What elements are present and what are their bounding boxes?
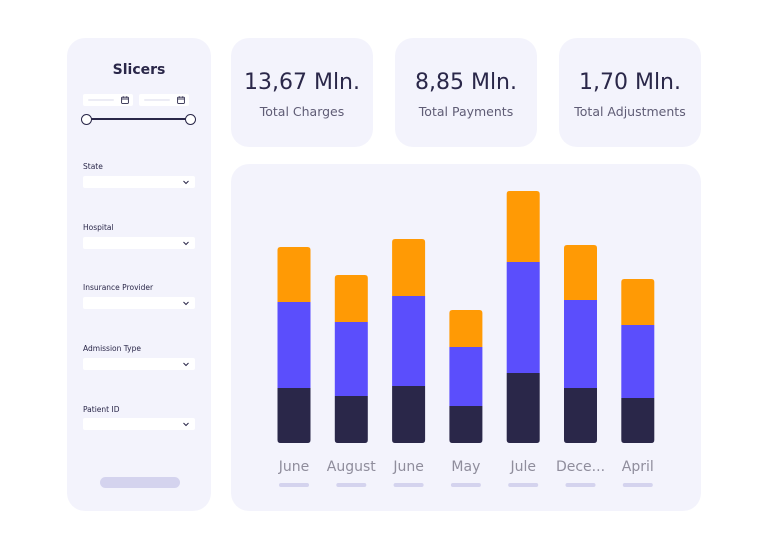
end-date-field[interactable] [139, 94, 189, 106]
bar-segment [506, 373, 540, 443]
state-dropdown[interactable] [83, 176, 195, 188]
date-range-slider-track[interactable] [87, 118, 191, 120]
patient-id-label: Patient ID [83, 405, 120, 414]
bar-segment [621, 398, 655, 443]
bar-segment [506, 191, 540, 262]
bar-segment [277, 388, 311, 443]
date-range-end-handle[interactable] [185, 114, 196, 125]
x-tick-label: Jule [509, 459, 536, 475]
bar-segment [564, 388, 597, 443]
x-sublabel-placeholder [622, 483, 653, 487]
x-sublabel-placeholder [336, 483, 367, 487]
kpi-label: Total Payments [418, 104, 514, 119]
x-tick-label: May [451, 459, 480, 475]
x-tick-label: August [327, 459, 377, 475]
start-date-field[interactable] [83, 94, 133, 106]
kpi-label: Total Adjustments [574, 104, 686, 119]
bar-segment [449, 347, 483, 406]
bar-segment [621, 325, 655, 398]
x-tick-label: June [392, 459, 424, 475]
kpi-value: 1,70 Mln. [578, 70, 681, 95]
bar-segment [449, 310, 483, 347]
apply-button[interactable] [100, 477, 180, 488]
patient-id-dropdown[interactable] [83, 418, 195, 430]
kpi-card-total-adjustments: 1,70 Mln. Total Adjustments [559, 38, 701, 147]
slicers-title: Slicers [112, 62, 166, 78]
bar-segment [334, 275, 368, 322]
chevron-down-icon [183, 241, 189, 246]
bar-segment [564, 245, 597, 300]
end-date-placeholder [144, 99, 170, 101]
x-sublabel-placeholder [508, 483, 539, 487]
x-tick-label: Dece... [556, 459, 605, 475]
hospital-dropdown[interactable] [83, 237, 195, 249]
hospital-label: Hospital [83, 223, 114, 232]
bar-segment [277, 302, 311, 388]
calendar-icon [121, 96, 129, 104]
bar-segment [334, 396, 368, 443]
date-range-start-handle[interactable] [81, 114, 92, 125]
kpi-label: Total Charges [259, 104, 345, 119]
kpi-card-total-charges: 13,67 Mln. Total Charges [231, 38, 373, 147]
bar-segment [449, 406, 483, 443]
kpi-card-total-payments: 8,85 Mln. Total Payments [395, 38, 537, 147]
chevron-down-icon [183, 362, 189, 367]
calendar-icon [177, 96, 185, 104]
chart-panel: June August June May Jule Dece... April [231, 164, 701, 511]
bar-segment [392, 239, 426, 296]
x-sublabel-placeholder [279, 483, 309, 487]
bar-segment [392, 386, 426, 443]
bar-segment [334, 322, 368, 396]
x-sublabel-placeholder [450, 483, 481, 487]
x-sublabel-placeholder [565, 483, 596, 487]
admission-type-label: Admission Type [83, 344, 142, 353]
start-date-placeholder [88, 99, 114, 101]
bar-segment [506, 262, 540, 373]
state-label: State [83, 162, 103, 171]
bar-segment [621, 279, 655, 325]
bar-segment [564, 300, 597, 388]
insurance-provider-dropdown[interactable] [83, 297, 195, 309]
x-tick-label: April [622, 459, 654, 475]
slicers-panel: Slicers State Hospital Insurance Provide… [67, 38, 211, 511]
bar-segment [277, 247, 311, 302]
chevron-down-icon [183, 301, 189, 306]
admission-type-dropdown[interactable] [83, 358, 195, 370]
x-tick-label: June [278, 459, 310, 475]
chevron-down-icon [183, 422, 189, 427]
chevron-down-icon [183, 180, 189, 185]
stacked-bar-chart: June August June May Jule Dece... April [277, 191, 655, 487]
bar-segment [392, 296, 426, 386]
kpi-value: 13,67 Mln. [243, 70, 360, 95]
kpi-value: 8,85 Mln. [414, 70, 517, 95]
insurance-provider-label: Insurance Provider [83, 283, 154, 292]
x-sublabel-placeholder [393, 483, 424, 487]
